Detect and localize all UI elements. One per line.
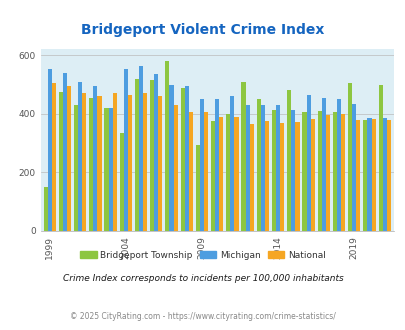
Bar	[271, 110, 275, 231]
Text: Crime Index corresponds to incidents per 100,000 inhabitants: Crime Index corresponds to incidents per…	[62, 274, 343, 283]
Bar	[219, 117, 223, 231]
Bar	[347, 83, 351, 231]
Bar	[249, 124, 253, 231]
Bar	[226, 114, 230, 231]
Bar	[256, 99, 260, 231]
Bar	[108, 108, 113, 231]
Bar	[124, 69, 128, 231]
Bar	[104, 108, 108, 231]
Bar	[332, 113, 336, 231]
Bar	[184, 86, 188, 231]
Bar	[386, 120, 390, 231]
Bar	[367, 118, 371, 231]
Bar	[306, 95, 310, 231]
Bar	[371, 119, 375, 231]
Bar	[143, 93, 147, 231]
Text: Bridgeport Violent Crime Index: Bridgeport Violent Crime Index	[81, 23, 324, 37]
Bar	[43, 187, 47, 231]
Bar	[245, 105, 249, 231]
Bar	[78, 82, 82, 231]
Bar	[382, 118, 386, 231]
Bar	[47, 69, 52, 231]
Bar	[93, 86, 97, 231]
Bar	[351, 104, 356, 231]
Bar	[188, 113, 192, 231]
Bar	[317, 111, 321, 231]
Bar	[295, 122, 299, 231]
Bar	[59, 92, 63, 231]
Bar	[211, 121, 215, 231]
Bar	[204, 113, 208, 231]
Bar	[275, 105, 279, 231]
Bar	[180, 87, 184, 231]
Bar	[139, 66, 143, 231]
Bar	[154, 74, 158, 231]
Bar	[195, 145, 199, 231]
Bar	[241, 82, 245, 231]
Bar	[215, 99, 219, 231]
Bar	[89, 98, 93, 231]
Bar	[377, 84, 382, 231]
Bar	[340, 114, 344, 231]
Bar	[74, 105, 78, 231]
Bar	[260, 105, 264, 231]
Bar	[63, 73, 67, 231]
Bar	[310, 119, 314, 231]
Bar	[119, 133, 124, 231]
Bar	[52, 83, 56, 231]
Text: © 2025 CityRating.com - https://www.cityrating.com/crime-statistics/: © 2025 CityRating.com - https://www.city…	[70, 312, 335, 321]
Bar	[336, 99, 340, 231]
Legend: Bridgeport Township, Michigan, National: Bridgeport Township, Michigan, National	[77, 247, 328, 263]
Bar	[173, 105, 177, 231]
Bar	[234, 117, 238, 231]
Bar	[290, 110, 295, 231]
Bar	[169, 84, 173, 231]
Bar	[302, 113, 306, 231]
Bar	[279, 123, 284, 231]
Bar	[113, 93, 117, 231]
Bar	[128, 95, 132, 231]
Bar	[325, 115, 329, 231]
Bar	[356, 120, 360, 231]
Bar	[82, 93, 86, 231]
Bar	[286, 90, 290, 231]
Bar	[165, 61, 169, 231]
Bar	[67, 86, 71, 231]
Bar	[321, 98, 325, 231]
Bar	[264, 121, 269, 231]
Bar	[230, 96, 234, 231]
Bar	[97, 96, 101, 231]
Bar	[362, 120, 367, 231]
Bar	[134, 79, 139, 231]
Bar	[150, 80, 154, 231]
Bar	[199, 99, 204, 231]
Bar	[158, 96, 162, 231]
